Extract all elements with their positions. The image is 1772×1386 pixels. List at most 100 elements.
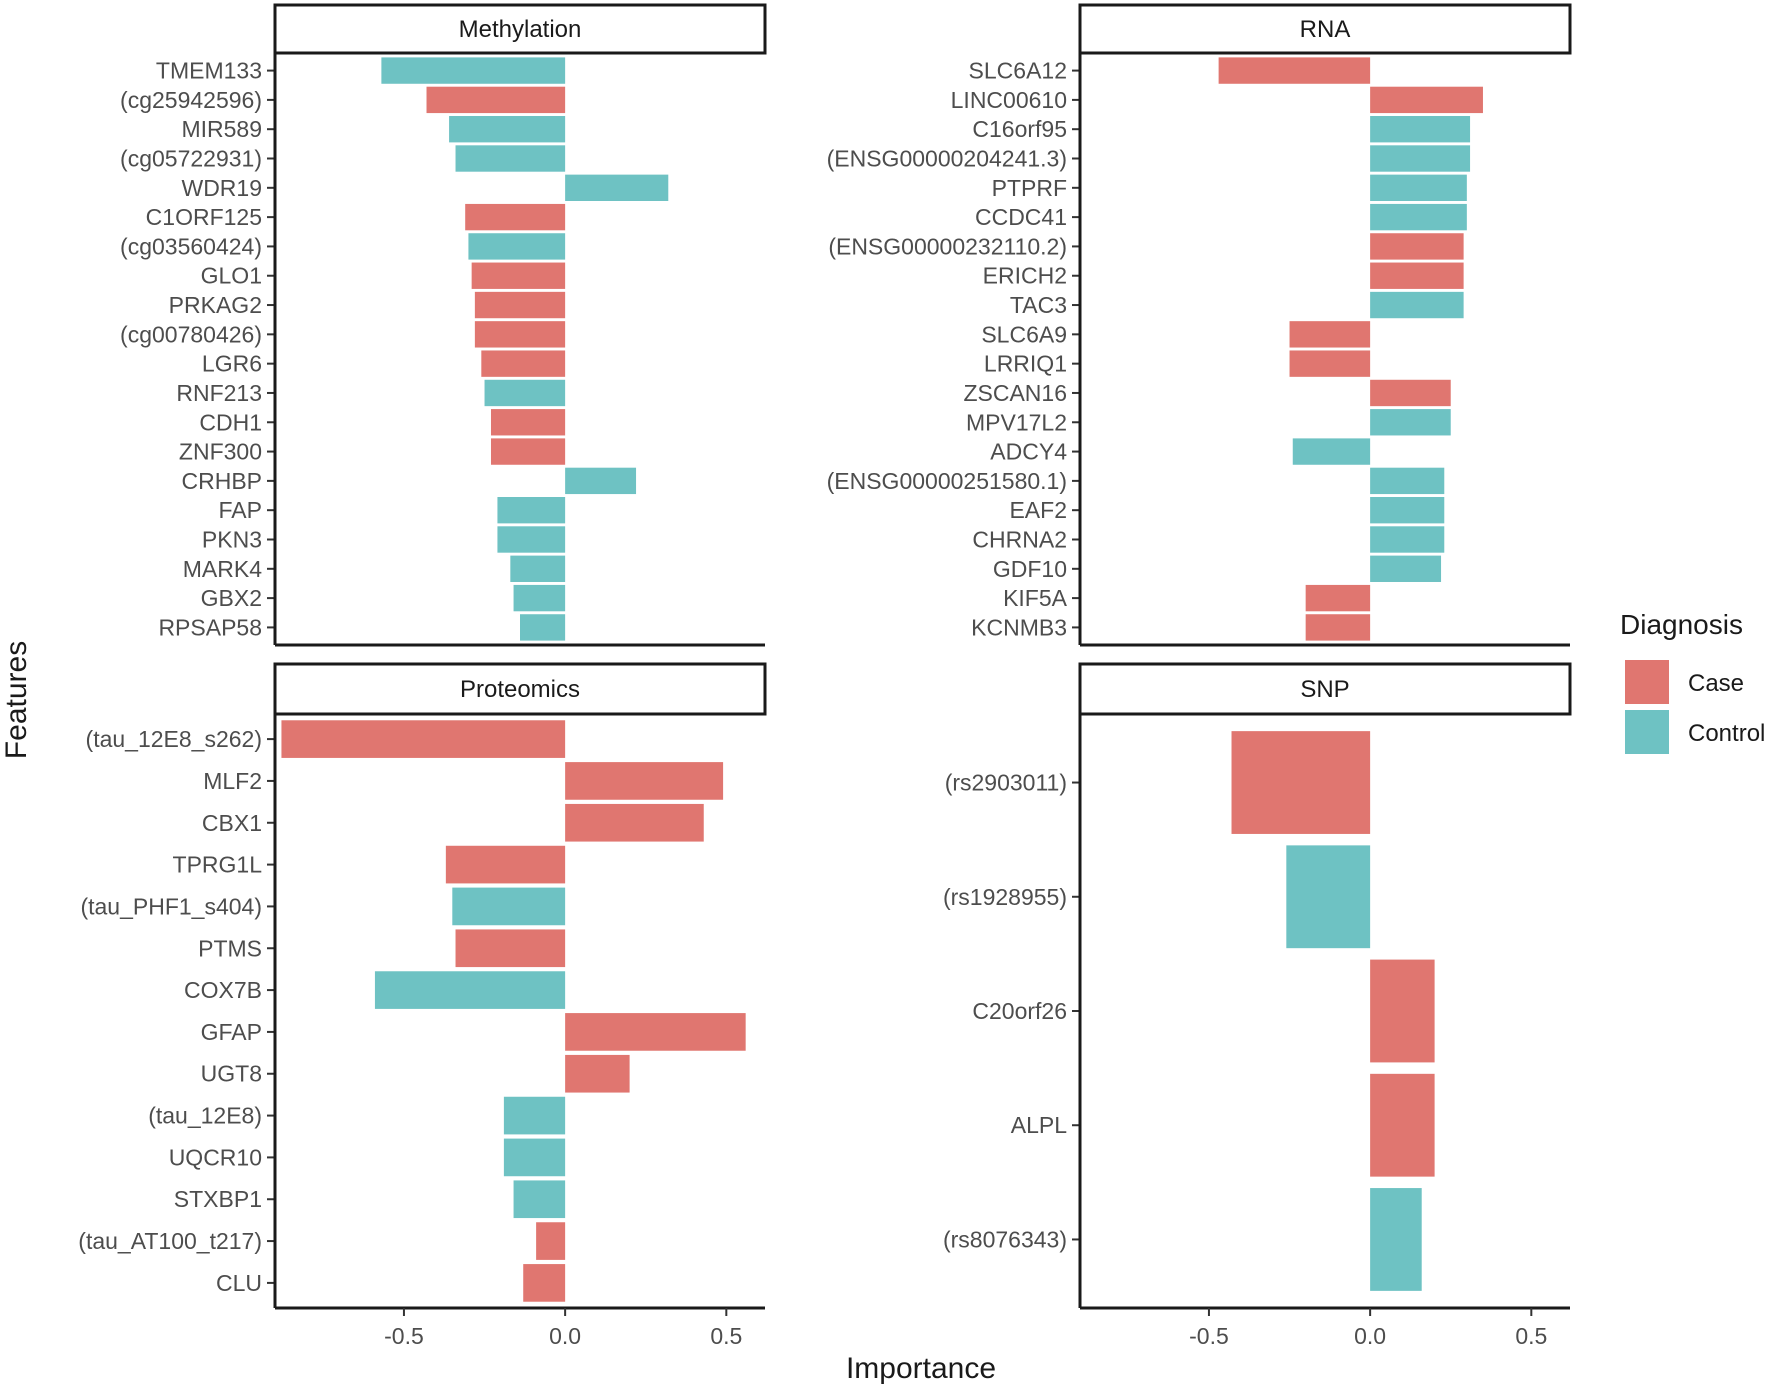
bar <box>520 614 566 641</box>
legend-title: Diagnosis <box>1620 609 1743 640</box>
bar <box>465 203 566 231</box>
x-tick-label: 0.5 <box>1515 1323 1547 1349</box>
bar <box>565 467 637 495</box>
panel-snp: SNP (rs2903011) (rs1928955) C20orf26 ALPL (rs… <box>943 662 1572 1349</box>
y-tick-label: ALPL <box>1011 1112 1067 1138</box>
y-tick-label: (tau_AT100_t217) <box>78 1228 262 1254</box>
bar <box>1370 262 1464 289</box>
y-tick-label: RNF213 <box>176 380 262 406</box>
bar <box>1286 845 1371 949</box>
y-tick-label: (cg05722931) <box>120 146 262 172</box>
y-tick-label: ERICH2 <box>983 263 1067 289</box>
bar <box>1370 409 1451 436</box>
y-tick-label: MARK4 <box>183 556 262 582</box>
x-axis-title: Importance <box>846 1352 996 1385</box>
bar <box>381 57 566 84</box>
bar <box>490 409 566 436</box>
bar <box>1292 438 1371 465</box>
bar <box>426 86 566 114</box>
bar <box>1370 959 1435 1063</box>
y-tick-label: PTMS <box>198 935 262 961</box>
x-tick-label: 0.0 <box>1354 1323 1386 1349</box>
y-tick-label: (ENSG00000204241.3) <box>827 146 1067 172</box>
legend: Diagnosis Case Control <box>1620 609 1765 754</box>
bar <box>481 350 566 377</box>
bar <box>565 1013 746 1051</box>
bar <box>523 1264 566 1302</box>
bar <box>1370 379 1451 407</box>
panel-methylation: Methylation TMEM133 (cg25942596) MIR589 (cg0… <box>120 3 767 647</box>
y-tick-label: (rs1928955) <box>943 884 1067 910</box>
bar <box>1370 555 1442 582</box>
bar <box>1370 291 1464 319</box>
y-tick-label: (cg00780426) <box>120 321 262 347</box>
bar <box>503 1096 566 1135</box>
y-tick-label: (tau_12E8) <box>148 1103 262 1129</box>
bar <box>484 379 566 407</box>
bar <box>1370 526 1445 553</box>
bar <box>565 174 669 201</box>
y-tick-label: MPV17L2 <box>966 409 1067 435</box>
bar <box>510 555 566 582</box>
y-tick-label: CHRNA2 <box>972 526 1067 552</box>
bar <box>452 887 566 926</box>
panel-strip <box>273 3 767 55</box>
y-tick-label: GFAP <box>201 1019 262 1045</box>
bar <box>1370 497 1445 524</box>
y-tick-label: UQCR10 <box>169 1144 262 1170</box>
y-tick-label: (tau_PHF1_s404) <box>80 893 262 919</box>
bar <box>1370 86 1483 114</box>
y-tick-label: (rs2903011) <box>945 770 1067 796</box>
panel-strip-title: SNP <box>1300 676 1349 703</box>
y-tick-label: SLC6A12 <box>969 58 1067 84</box>
bar <box>565 803 704 842</box>
bar <box>1289 350 1371 377</box>
y-tick-label: LGR6 <box>202 351 262 377</box>
y-tick-label: MLF2 <box>203 768 262 794</box>
bar <box>513 584 566 612</box>
panel-strip <box>1078 3 1572 55</box>
y-tick-label: GBX2 <box>201 585 262 611</box>
y-tick-label: LINC00610 <box>951 87 1067 113</box>
bar <box>513 1180 566 1219</box>
y-tick-label: TAC3 <box>1010 292 1067 318</box>
bar <box>1370 203 1467 231</box>
bar <box>1231 731 1371 834</box>
bar <box>449 116 566 143</box>
y-tick-label: FAP <box>219 497 262 523</box>
bar <box>490 438 566 465</box>
bar <box>455 145 566 172</box>
legend-key-control <box>1625 710 1669 754</box>
y-tick-label: (ENSG00000251580.1) <box>827 468 1067 494</box>
legend-label-control: Control <box>1688 720 1765 747</box>
bar <box>471 262 566 289</box>
y-tick-label: CDH1 <box>199 409 262 435</box>
y-tick-label: EAF2 <box>1009 497 1067 523</box>
y-tick-label: CCDC41 <box>975 204 1067 230</box>
bar <box>1370 1073 1435 1177</box>
bar <box>1218 57 1371 84</box>
x-tick-label: -0.5 <box>1189 1323 1229 1349</box>
y-axis-title: Features <box>0 641 33 759</box>
bar <box>565 1054 630 1093</box>
bar <box>281 720 566 758</box>
bar <box>536 1222 566 1260</box>
y-tick-label: C1ORF125 <box>146 204 262 230</box>
y-tick-label: PKN3 <box>202 526 262 552</box>
bar <box>1370 233 1464 260</box>
bar <box>503 1138 566 1177</box>
bar <box>374 971 566 1009</box>
y-tick-label: UGT8 <box>201 1061 262 1087</box>
panel-rna: RNA SLC6A12 LINC00610 C16orf95 (ENSG00000204… <box>827 3 1572 647</box>
bar <box>445 845 566 884</box>
panel-strip-title: Methylation <box>459 16 582 43</box>
y-tick-label: GLO1 <box>201 263 262 289</box>
y-tick-label: WDR19 <box>181 175 262 201</box>
bar <box>1370 1188 1422 1291</box>
bar <box>455 929 566 968</box>
y-tick-label: ZSCAN16 <box>963 380 1067 406</box>
y-tick-label: TPRG1L <box>173 852 263 878</box>
y-tick-label: LRRIQ1 <box>984 351 1067 377</box>
x-tick-label: 0.0 <box>549 1323 581 1349</box>
panel-strip <box>273 662 767 716</box>
